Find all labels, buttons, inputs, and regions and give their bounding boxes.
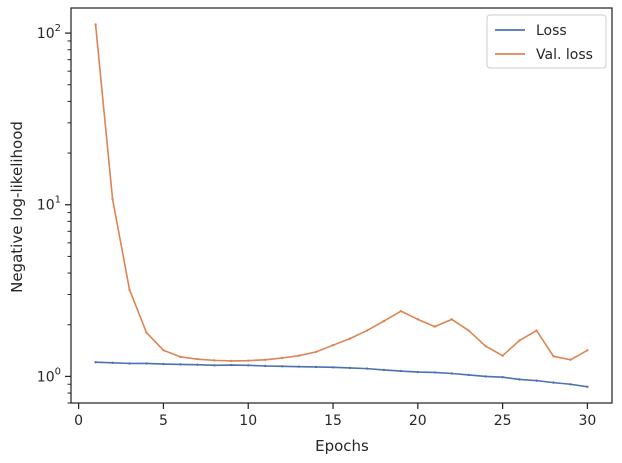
data-point (552, 381, 555, 384)
y-tick-label: 101 (37, 195, 61, 214)
x-tick-label: 10 (239, 413, 257, 429)
data-point (450, 318, 453, 321)
series-line (94, 24, 588, 362)
data-point (111, 197, 114, 201)
x-axis: 0 5 10 15 20 25 30 (74, 403, 596, 429)
data-point (128, 288, 131, 291)
data-point (94, 23, 97, 26)
data-point (518, 339, 521, 342)
data-point (467, 373, 470, 377)
data-point (365, 329, 369, 332)
data-point (128, 362, 131, 365)
data-point (247, 364, 250, 367)
data-point (586, 385, 589, 388)
data-point (145, 362, 148, 365)
data-point (433, 371, 436, 374)
legend: Loss Val. loss (486, 14, 607, 69)
data-point (382, 319, 386, 323)
data-point (348, 337, 352, 340)
data-point (416, 370, 420, 374)
x-tick-label: 30 (578, 413, 596, 429)
data-point (280, 356, 284, 360)
data-point (552, 355, 555, 358)
data-point (314, 365, 318, 369)
data-point (213, 364, 216, 367)
data-point (433, 325, 436, 328)
data-point (484, 375, 487, 378)
x-tick-label: 15 (324, 413, 342, 429)
data-point (467, 329, 470, 332)
data-point (111, 361, 114, 365)
legend-label: Val. loss (536, 47, 593, 63)
data-point (501, 375, 504, 379)
plot-area (70, 7, 613, 404)
data-point (179, 363, 182, 366)
data-point (196, 357, 199, 361)
data-point (501, 354, 504, 357)
data-point (179, 355, 182, 359)
data-point (280, 365, 284, 368)
data-point (518, 378, 521, 381)
data-point (416, 318, 420, 321)
x-tick-label: 25 (494, 413, 512, 429)
plot-frame (70, 7, 613, 404)
series-line (95, 361, 588, 388)
data-point (162, 349, 165, 352)
data-point (348, 366, 352, 370)
x-tick-label: 20 (409, 413, 427, 429)
legend-label: Loss (536, 23, 567, 39)
data-point (382, 368, 386, 372)
data-point (230, 363, 233, 367)
y-tick-label: 100 (37, 366, 61, 385)
data-point (586, 349, 589, 352)
data-point (263, 364, 267, 368)
data-point (314, 350, 318, 354)
data-point (484, 344, 487, 348)
data-point (399, 369, 403, 373)
data-point (331, 366, 335, 369)
data-point (399, 309, 403, 313)
y-tick-label: 102 (37, 23, 61, 42)
x-tick-label: 0 (74, 413, 83, 429)
data-point (297, 365, 301, 368)
series-layer (94, 23, 589, 388)
x-tick-label: 5 (159, 413, 168, 429)
data-point (247, 359, 250, 362)
data-point (145, 331, 148, 334)
data-point (365, 367, 369, 370)
data-point (196, 363, 199, 366)
data-point (569, 383, 572, 386)
data-point (94, 360, 97, 364)
data-point (569, 358, 572, 361)
data-point (331, 343, 335, 347)
y-axis: 100 101 102 (37, 23, 71, 404)
data-point (162, 362, 165, 366)
data-point (535, 379, 538, 382)
data-point (230, 359, 233, 363)
data-point (450, 372, 453, 375)
data-point (263, 358, 267, 361)
data-point (213, 359, 216, 362)
x-axis-label: Epochs (315, 437, 369, 455)
data-point (297, 354, 301, 357)
data-point (535, 329, 538, 332)
y-axis-label: Negative log-likelihood (8, 121, 26, 293)
